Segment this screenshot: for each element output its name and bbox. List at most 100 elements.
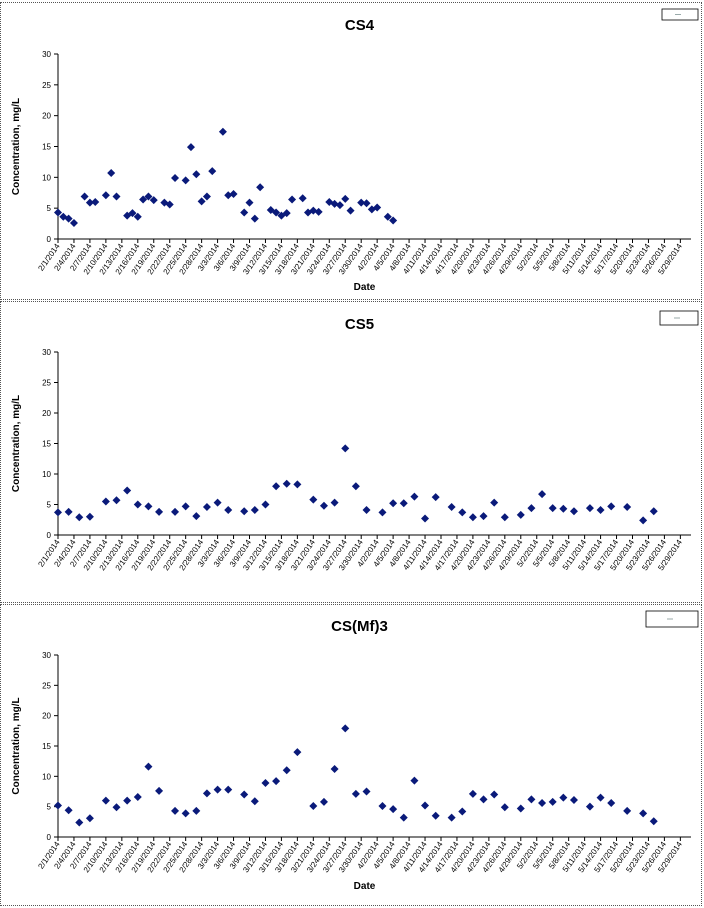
data-point: [282, 479, 291, 488]
data-point: [75, 818, 84, 827]
data-point: [181, 176, 190, 185]
y-tick-label: 10: [42, 470, 51, 479]
data-point: [468, 513, 477, 522]
data-point: [224, 191, 233, 200]
data-point: [607, 799, 616, 808]
data-point: [479, 795, 488, 804]
y-tick-label: 30: [42, 348, 51, 357]
data-point: [107, 169, 116, 178]
data-point: [447, 813, 456, 822]
data-point: [64, 507, 73, 516]
data-point: [458, 508, 467, 517]
data-point: [112, 496, 121, 505]
data-point: [362, 199, 371, 208]
data-point: [314, 207, 323, 216]
data-point: [101, 497, 110, 506]
data-point: [240, 507, 249, 516]
y-tick-label: 20: [42, 712, 51, 721]
data-point: [282, 209, 291, 218]
legend-swatch-cs4: [675, 14, 681, 15]
y-tick-label: 15: [42, 742, 51, 751]
data-point: [123, 796, 132, 805]
chart-title-csmf3: CS(Mf)3: [331, 618, 388, 635]
data-point: [309, 206, 318, 215]
y-axis-label: Concentration, mg/L: [11, 98, 22, 195]
data-point: [245, 198, 254, 207]
data-point: [64, 806, 73, 815]
data-point: [250, 214, 259, 223]
data-point: [181, 809, 190, 818]
data-point: [165, 200, 174, 209]
data-point: [229, 189, 238, 198]
chart-title-cs4: CS4: [345, 17, 375, 34]
data-point: [378, 802, 387, 811]
data-point: [123, 486, 132, 495]
data-point: [341, 724, 350, 733]
y-tick-label: 25: [42, 81, 51, 90]
chart-panel-cs5: CS5 0 5 10 15 20 25 30 2/1/2014 2/4/2014 2/7/2014 2…: [0, 301, 702, 603]
data-point: [192, 170, 201, 179]
data-point: [202, 502, 211, 511]
data-point: [149, 196, 158, 205]
data-point: [500, 513, 509, 522]
data-point: [389, 805, 398, 814]
data-point: [335, 201, 344, 210]
data-point: [293, 480, 302, 489]
data-point: [202, 789, 211, 798]
chart-panel-csmf3: CS(Mf)3 0 5 10 15 20 25 30 2/1/2014 2/4/2014 2/7/2…: [0, 604, 702, 906]
data-point: [548, 797, 557, 806]
y-tick-label: 5: [47, 501, 52, 510]
data-point: [569, 795, 578, 804]
data-point: [80, 192, 89, 201]
data-point: [351, 789, 360, 798]
y-tick-label: 5: [47, 204, 52, 213]
chart-svg-cs5: CS50510152025302/1/20142/4/20142/7/20142…: [11, 310, 699, 572]
data-point: [197, 197, 206, 206]
y-tick-label: 20: [42, 409, 51, 418]
data-point: [527, 504, 536, 513]
data-point: [490, 498, 499, 507]
data-point: [64, 214, 73, 223]
data-point: [357, 198, 366, 207]
data-point: [133, 500, 142, 509]
chart-svg-cs4: CS40510152025302/1/20142/4/20142/7/20142…: [11, 8, 699, 293]
data-point: [607, 502, 616, 511]
y-tick-label: 5: [47, 803, 52, 812]
legend-swatch-cs5: [674, 317, 680, 319]
x-axis-label: Date: [354, 282, 376, 293]
data-point: [623, 502, 632, 511]
data-point: [112, 192, 121, 201]
data-point: [309, 495, 318, 504]
data-point: [192, 806, 201, 815]
data-point: [569, 507, 578, 516]
data-point: [447, 502, 456, 511]
y-axis-label: Concentration, mg/L: [11, 697, 22, 794]
data-point: [293, 748, 302, 757]
data-point: [250, 505, 259, 514]
data-point: [181, 502, 190, 511]
data-point: [458, 807, 467, 816]
data-point: [171, 173, 180, 182]
data-point: [330, 765, 339, 774]
data-point: [389, 499, 398, 508]
data-point: [144, 502, 153, 511]
data-point: [272, 777, 281, 786]
y-tick-label: 10: [42, 772, 51, 781]
data-point: [192, 512, 201, 521]
y-tick-label: 10: [42, 173, 51, 182]
data-point: [85, 814, 94, 823]
data-point: [224, 785, 233, 794]
data-point: [85, 512, 94, 521]
data-point: [383, 212, 392, 221]
legend-swatch-csmf3: [667, 618, 673, 620]
chart-panel-cs4: CS4 0 5 10 15 20 25 30 2/1/2014 2/4/2014 2/7/2014 2…: [0, 2, 702, 300]
data-point: [155, 507, 164, 516]
y-tick-label: 30: [42, 651, 51, 660]
data-point: [639, 516, 648, 525]
data-point: [596, 793, 605, 802]
data-point: [421, 514, 430, 523]
data-point: [208, 167, 217, 176]
data-point: [410, 492, 419, 501]
data-point: [128, 209, 137, 218]
data-point: [309, 802, 318, 811]
